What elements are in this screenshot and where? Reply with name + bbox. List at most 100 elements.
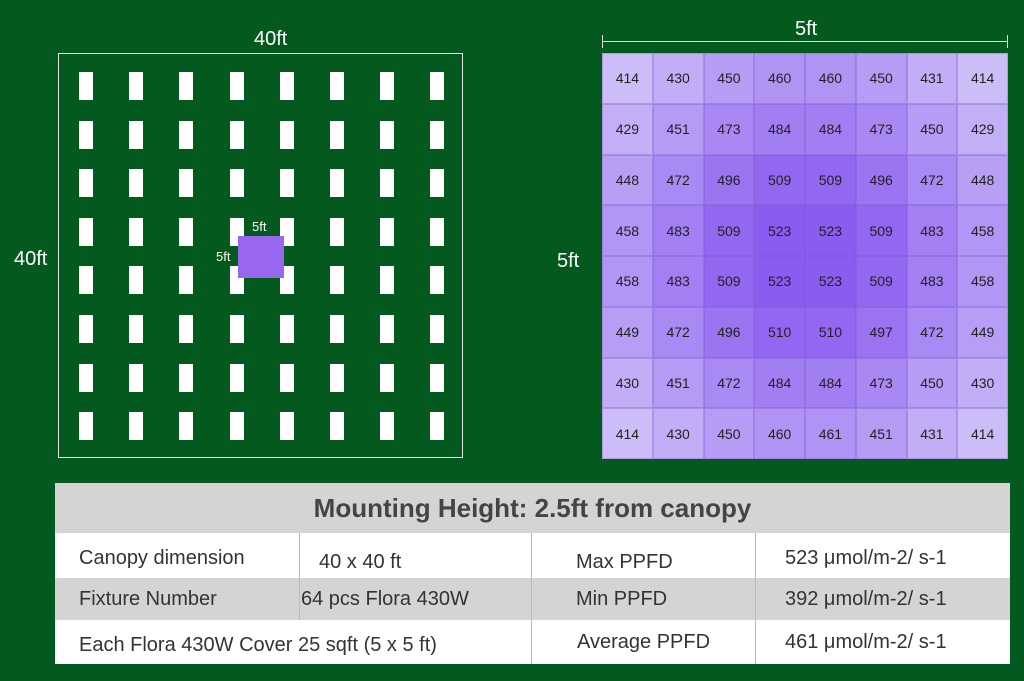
spec-label: Fixture Number	[79, 588, 217, 610]
fixture	[129, 266, 144, 295]
ppfd-cell: 429	[602, 103, 653, 155]
ppfd-cell: 484	[805, 103, 856, 155]
spec-metric-value: 392 μmol/m-2/ s-1	[785, 588, 947, 610]
ppfd-cell: 460	[754, 53, 805, 104]
fixture	[79, 120, 93, 149]
fixture	[380, 315, 395, 343]
fixture	[129, 412, 144, 441]
ppfd-cell: 451	[855, 408, 907, 459]
ppfd-cell: 451	[652, 103, 704, 155]
fixture	[129, 72, 144, 100]
fixture	[179, 72, 194, 100]
ppfd-cell: 414	[957, 408, 1008, 459]
ppfd-cell: 473	[703, 103, 755, 155]
fixture	[380, 266, 395, 295]
fixture	[129, 169, 144, 198]
zone-width-label: 5ft	[252, 219, 267, 234]
spec-label: Each Flora 430W Cover 25 sqft (5 x 5 ft)	[79, 634, 437, 656]
ppfd-cell: 472	[906, 154, 958, 206]
fixture	[79, 315, 93, 343]
fixture	[430, 315, 445, 343]
ppfd-cell: 523	[754, 205, 805, 256]
layout-width-label: 40ft	[254, 28, 288, 50]
ppfd-cell: 448	[602, 154, 653, 206]
spec-metric-value: 523 μmol/m-2/ s-1	[785, 547, 947, 569]
spec-value: 64 pcs Flora 430W	[301, 588, 469, 610]
ppfd-cell: 483	[906, 205, 958, 256]
ppfd-cell: 430	[652, 408, 704, 459]
ppfd-cell: 450	[906, 103, 958, 155]
fixture	[380, 363, 395, 392]
grid-width-label: 5ft	[795, 18, 818, 40]
fixture	[179, 266, 194, 295]
ppfd-cell: 523	[805, 256, 856, 307]
ppfd-cell: 523	[754, 256, 805, 307]
ppfd-cell: 461	[805, 408, 856, 459]
ppfd-cell: 497	[855, 306, 907, 358]
ppfd-cell: 509	[754, 154, 805, 206]
fixture	[330, 315, 344, 343]
ppfd-cell: 414	[602, 53, 653, 104]
fixture	[79, 266, 93, 295]
spec-title: Mounting Height: 2.5ft from canopy	[55, 483, 1010, 533]
ppfd-cell: 496	[855, 154, 907, 206]
ppfd-cell: 450	[906, 357, 958, 409]
fixture	[430, 217, 445, 246]
ppfd-cell: 483	[652, 256, 704, 307]
ppfd-cell: 430	[602, 357, 653, 409]
spec-divider	[299, 533, 300, 620]
fixture	[129, 120, 144, 149]
fixture	[79, 412, 93, 441]
fixture	[179, 120, 194, 149]
fixture	[380, 217, 395, 246]
ppfd-cell: 450	[703, 53, 755, 104]
fixture	[179, 315, 194, 343]
ppfd-cell: 483	[906, 256, 958, 307]
ppfd-cell: 429	[957, 103, 1008, 155]
fixture	[229, 412, 244, 441]
fixture-layout	[58, 53, 463, 458]
fixture	[79, 169, 93, 198]
ppfd-cell: 509	[855, 205, 907, 256]
ppfd-cell: 510	[805, 306, 856, 358]
spec-label: Canopy dimension	[79, 547, 245, 569]
ppfd-cell: 414	[602, 408, 653, 459]
fixture	[279, 412, 294, 441]
ppfd-cell: 509	[703, 256, 755, 307]
fixture	[179, 217, 194, 246]
ppfd-cell: 472	[652, 154, 704, 206]
spec-table: Mounting Height: 2.5ft from canopy Canop…	[55, 483, 1010, 664]
ppfd-cell: 430	[957, 357, 1008, 409]
fixture	[129, 217, 144, 246]
ppfd-cell: 483	[652, 205, 704, 256]
fixture	[279, 72, 294, 100]
fixture	[330, 72, 344, 100]
fixture	[430, 72, 445, 100]
fixture	[129, 363, 144, 392]
ppfd-cell: 458	[602, 205, 653, 256]
ppfd-cell: 430	[652, 53, 704, 104]
fixture	[279, 363, 294, 392]
fixture	[430, 266, 445, 295]
fixture	[279, 120, 294, 149]
ppfd-cell: 523	[805, 205, 856, 256]
ppfd-cell: 472	[906, 306, 958, 358]
fixture	[330, 363, 344, 392]
ppfd-cell: 472	[703, 357, 755, 409]
ppfd-cell: 509	[703, 205, 755, 256]
fixture	[229, 120, 244, 149]
ppfd-cell: 414	[957, 53, 1008, 104]
grid-dimension-tick-right	[1007, 35, 1008, 48]
spec-row: Canopy dimension 40 x 40 ft Max PPFD 523…	[55, 533, 1010, 578]
ppfd-cell: 458	[957, 205, 1008, 256]
grid-dimension-tick-left	[602, 35, 603, 48]
ppfd-cell: 496	[703, 154, 755, 206]
spec-metric-value: 461 μmol/m-2/ s-1	[785, 631, 947, 653]
ppfd-cell: 448	[957, 154, 1008, 206]
ppfd-grid: 414 430 450 460 460 450 431 414 429 451 473 484 484 4…	[602, 53, 1008, 459]
fixture	[179, 412, 194, 441]
spec-row: Fixture Number 64 pcs Flora 430W Min PPF…	[55, 578, 1010, 620]
spec-divider	[755, 533, 756, 664]
ppfd-cell: 484	[805, 357, 856, 409]
zone-height-label: 5ft	[216, 249, 231, 264]
